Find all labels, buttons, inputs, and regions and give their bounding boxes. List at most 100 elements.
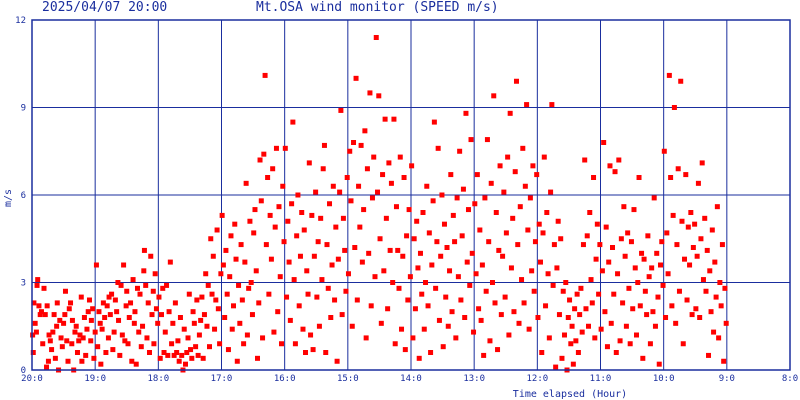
data-point xyxy=(386,160,392,166)
data-point xyxy=(575,350,581,355)
data-point xyxy=(54,323,60,329)
data-point xyxy=(526,326,532,332)
data-point xyxy=(176,358,182,364)
data-point xyxy=(128,300,134,306)
data-point xyxy=(431,119,437,125)
data-point xyxy=(196,332,202,338)
data-point xyxy=(404,233,410,239)
data-point xyxy=(260,335,266,341)
data-point xyxy=(570,361,576,367)
data-point xyxy=(646,274,652,280)
data-point xyxy=(342,247,348,253)
data-point xyxy=(93,262,99,268)
data-point xyxy=(88,317,94,323)
data-point xyxy=(121,262,127,268)
data-point xyxy=(383,215,389,221)
data-point xyxy=(402,347,408,353)
data-point xyxy=(441,221,447,227)
data-point xyxy=(378,320,384,326)
data-point xyxy=(690,245,696,250)
data-point xyxy=(319,277,325,283)
data-point xyxy=(493,210,499,215)
data-point xyxy=(559,355,565,361)
data-point xyxy=(610,245,616,250)
data-point xyxy=(220,262,226,268)
data-point xyxy=(179,352,185,358)
data-point xyxy=(100,300,106,306)
data-point xyxy=(536,221,542,227)
data-point xyxy=(596,291,602,297)
data-point xyxy=(659,239,665,245)
data-point xyxy=(644,312,650,318)
data-point xyxy=(534,172,540,178)
data-point xyxy=(583,306,589,312)
data-point xyxy=(481,352,487,358)
data-point xyxy=(57,317,63,323)
data-point xyxy=(132,309,138,315)
data-point xyxy=(597,242,603,248)
data-point xyxy=(344,175,350,180)
data-point xyxy=(385,306,391,312)
data-point xyxy=(354,297,360,303)
data-point xyxy=(315,239,321,245)
data-point xyxy=(134,285,140,291)
data-point xyxy=(296,303,302,309)
data-point xyxy=(660,282,666,288)
data-point xyxy=(129,358,135,364)
data-point xyxy=(348,198,354,204)
data-point xyxy=(567,297,573,303)
data-point xyxy=(248,280,254,285)
data-point xyxy=(225,347,231,353)
data-point xyxy=(704,247,710,253)
x-tick-label: 18:0 xyxy=(147,374,169,384)
data-point xyxy=(500,253,506,259)
data-point xyxy=(457,148,463,154)
data-point xyxy=(718,303,724,309)
data-point xyxy=(495,347,501,353)
data-point xyxy=(482,195,488,201)
data-point xyxy=(332,297,338,303)
data-point xyxy=(450,212,456,218)
data-point xyxy=(351,140,357,145)
data-point xyxy=(345,271,351,277)
plot-border xyxy=(31,19,791,371)
data-point xyxy=(338,107,344,113)
data-point xyxy=(409,163,415,169)
data-point xyxy=(682,256,688,262)
data-point xyxy=(607,163,613,169)
x-tick-label: 9:0 xyxy=(719,374,735,384)
data-point xyxy=(603,224,609,230)
data-point xyxy=(577,312,583,318)
data-point xyxy=(114,309,120,315)
data-point xyxy=(158,312,164,318)
data-point xyxy=(110,347,116,353)
data-point xyxy=(452,239,458,245)
data-point xyxy=(598,326,604,332)
data-point xyxy=(572,306,578,312)
data-point xyxy=(236,282,242,288)
data-point xyxy=(215,306,221,312)
data-point xyxy=(723,320,729,326)
data-point xyxy=(287,317,293,323)
data-point xyxy=(516,320,522,326)
data-point xyxy=(669,303,675,309)
data-point xyxy=(630,306,636,312)
data-point xyxy=(279,341,285,347)
data-point xyxy=(549,102,555,108)
data-point xyxy=(165,352,171,358)
data-point xyxy=(626,285,632,291)
data-point xyxy=(356,183,362,189)
data-point xyxy=(545,271,551,277)
data-point xyxy=(486,239,492,245)
data-point xyxy=(282,145,288,151)
data-point xyxy=(363,335,369,341)
data-point xyxy=(222,315,228,320)
data-point xyxy=(658,262,664,268)
data-point xyxy=(272,224,278,230)
x-tick-label: 12:0 xyxy=(526,374,548,384)
data-point xyxy=(213,297,219,303)
data-point xyxy=(316,323,322,329)
data-point xyxy=(106,294,112,300)
data-point xyxy=(390,280,396,285)
data-point xyxy=(465,207,471,213)
